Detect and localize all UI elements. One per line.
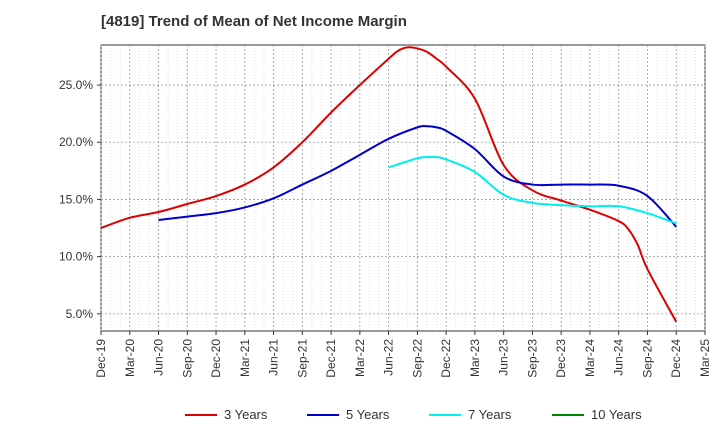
plot-frame <box>100 44 706 332</box>
legend-label: 5 Years <box>346 407 390 422</box>
x-tick-label: Sep-22 <box>410 339 424 378</box>
y-tick-label: 20.0% <box>59 135 93 149</box>
x-tick-label: Mar-22 <box>353 339 367 377</box>
x-tick-label: Jun-21 <box>267 339 281 376</box>
x-tick-label: Jun-22 <box>382 339 396 376</box>
y-tick-label: 25.0% <box>59 78 93 92</box>
series-line-3-years <box>100 46 678 323</box>
x-tick-label: Dec-21 <box>324 339 338 378</box>
x-tick-label: Mar-25 <box>698 339 712 377</box>
x-tick-label: Jun-23 <box>497 339 511 376</box>
x-tick-label: Sep-23 <box>525 339 539 378</box>
x-tick-label: Mar-20 <box>123 339 137 377</box>
x-tick-label: Dec-22 <box>439 339 453 378</box>
series-line-7-years <box>388 155 677 225</box>
y-axis: 5.0% 10.0% 15.0% 20.0% 25.0% <box>59 78 101 321</box>
x-tick-label: Dec-19 <box>94 339 108 378</box>
x-tick-label: Dec-23 <box>554 339 568 378</box>
x-tick-label: Jun-24 <box>612 339 626 376</box>
x-tick-label: Dec-24 <box>669 339 683 378</box>
x-axis: Dec-19 Mar-20 Jun-20 Sep-20 Dec-20 Mar-21 Jun-… <box>94 331 712 378</box>
x-tick-label: Sep-21 <box>295 339 309 378</box>
x-tick-label: Sep-24 <box>640 339 654 378</box>
legend-label: 7 Years <box>468 407 512 422</box>
x-tick-label: Mar-24 <box>583 339 597 377</box>
y-tick-label: 5.0% <box>66 307 94 321</box>
plot-area <box>100 44 706 332</box>
series-line-5-years <box>158 125 677 228</box>
legend-label: 10 Years <box>591 407 642 422</box>
x-tick-label: Mar-21 <box>238 339 252 377</box>
chart-title: [4819] Trend of Mean of Net Income Margi… <box>101 13 407 30</box>
x-tick-label: Jun-20 <box>152 339 166 376</box>
y-tick-label: 15.0% <box>59 192 93 206</box>
series-lines <box>100 46 678 323</box>
x-tick-label: Mar-23 <box>468 339 482 377</box>
x-tick-label: Sep-20 <box>180 339 194 378</box>
plot-background <box>101 45 705 331</box>
x-tick-label: Dec-20 <box>209 339 223 378</box>
legend-label: 3 Years <box>224 407 268 422</box>
chart-legend: 3 Years 5 Years 7 Years 10 Years <box>185 407 642 422</box>
y-tick-label: 10.0% <box>59 250 93 264</box>
